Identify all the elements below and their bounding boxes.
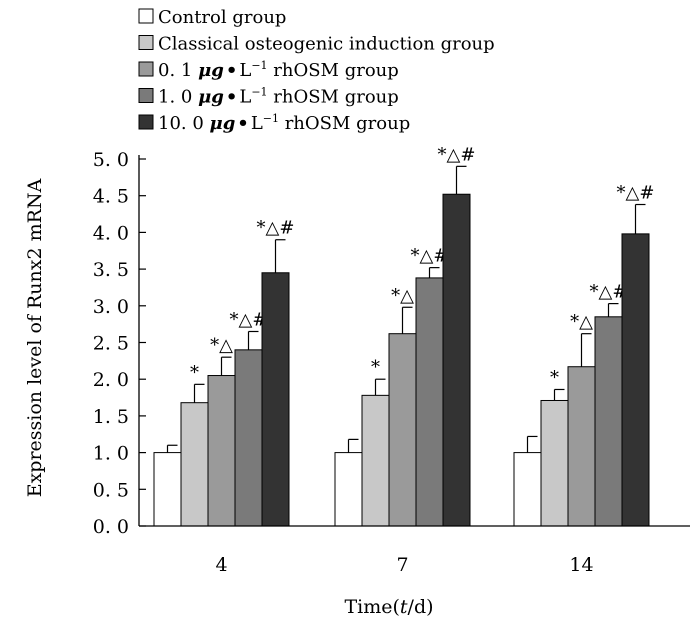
x-axis-title-suffix: /d) [408,596,434,618]
legend-unit-exp: −1 [251,86,267,99]
legend-label: 10. 0 μg • L−1 rhOSM group [158,112,410,134]
y-tick-label: 5. 0 [93,149,129,171]
y-tick-label: 3. 5 [93,259,129,281]
legend-label: Classical osteogenic induction group [158,34,495,55]
bars-group: * *△ *△# *△# * *△ *△# *△# * *△ *△# *△# [153,144,655,527]
legend-dose: 10. 0 [158,113,210,134]
legend-swatch [138,35,154,50]
significance-label: *△# [590,282,628,303]
legend-dose: 1. 0 [158,87,198,108]
y-tick-label: 3. 0 [93,296,129,318]
legend-label: 0. 1 μg • L−1 rhOSM group [158,59,399,81]
legend-unit: μg [198,87,224,108]
legend: Control group Classical osteogenic induct… [138,7,495,134]
legend-dose: 0. 1 [158,60,198,81]
bar [180,402,209,527]
significance-label: *△ [391,285,414,306]
bar [415,277,444,527]
significance-label: *△# [411,246,449,267]
y-tick-label: 1. 5 [93,406,129,428]
x-axis-title: Time(t/d) [344,596,433,618]
legend-text: Classical osteogenic induction group [158,34,495,55]
legend-swatch [138,88,154,103]
significance-label: *△ [570,312,593,333]
legend-unit: μg [198,60,224,81]
y-tick-label: 2. 0 [93,369,129,391]
legend-unit: μg [210,113,236,134]
y-tick-label: 4. 5 [93,186,129,208]
y-tick-label: 4. 0 [93,222,129,244]
x-tick-label: 4 [215,554,227,576]
legend-unit-l: L [239,87,251,108]
x-axis-title-prefix: Time( [344,596,399,618]
legend-unit-l: L [239,60,251,81]
legend-group: group [339,60,399,81]
legend-label: Control group [158,7,286,28]
legend-swatch [138,8,154,24]
significance-label: *△# [257,218,295,239]
significance-label: *△# [230,309,268,330]
bar [388,333,417,527]
bar [567,366,596,527]
significance-label: * [371,357,380,378]
x-axis-title-var: t [400,596,408,618]
x-tick-label: 14 [569,554,593,576]
legend-dot: • [237,113,249,134]
legend-swatch [138,114,154,130]
y-axis: 0. 0 0. 5 1. 0 1. 5 2. 0 2. 5 3. 0 3. 5 4. 0 4. 5… [93,149,146,538]
legend-group: group [339,87,399,108]
bar [621,233,650,527]
bar [207,375,236,527]
x-tick-label: 7 [396,554,408,576]
bar [234,349,263,527]
bar [153,452,182,527]
legend-group: group [350,113,410,134]
legend-unit-l: L [251,113,263,134]
legend-unit-exp: −1 [263,112,279,125]
legend-text: Control group [158,7,286,28]
legend-agent: rhOSM [268,87,339,108]
significance-label: *△ [210,335,233,356]
bar [442,193,471,527]
y-tick-label: 1. 0 [93,443,129,465]
legend-agent: rhOSM [279,113,350,134]
bar [261,272,290,527]
y-tick-label: 0. 5 [93,479,129,501]
bar [540,399,569,527]
significance-label: * [190,362,199,383]
legend-dot: • [226,60,238,81]
significance-label: *△# [438,144,476,165]
bar [513,452,542,527]
significance-label: *△# [617,183,655,204]
x-axis: 4 7 14 [139,525,690,576]
y-tick-label: 0. 0 [93,516,129,538]
y-tick-label: 2. 5 [93,333,129,355]
significance-label: * [550,367,559,388]
legend-label: 1. 0 μg • L−1 rhOSM group [158,86,399,108]
legend-swatch [138,61,154,77]
legend-dot: • [226,87,238,108]
bar [594,316,623,527]
y-axis-title: Expression level of Runx2 mRNA [24,178,46,497]
bar [334,452,363,527]
legend-unit-exp: −1 [251,59,267,72]
legend-agent: rhOSM [268,60,339,81]
bar [361,394,390,527]
